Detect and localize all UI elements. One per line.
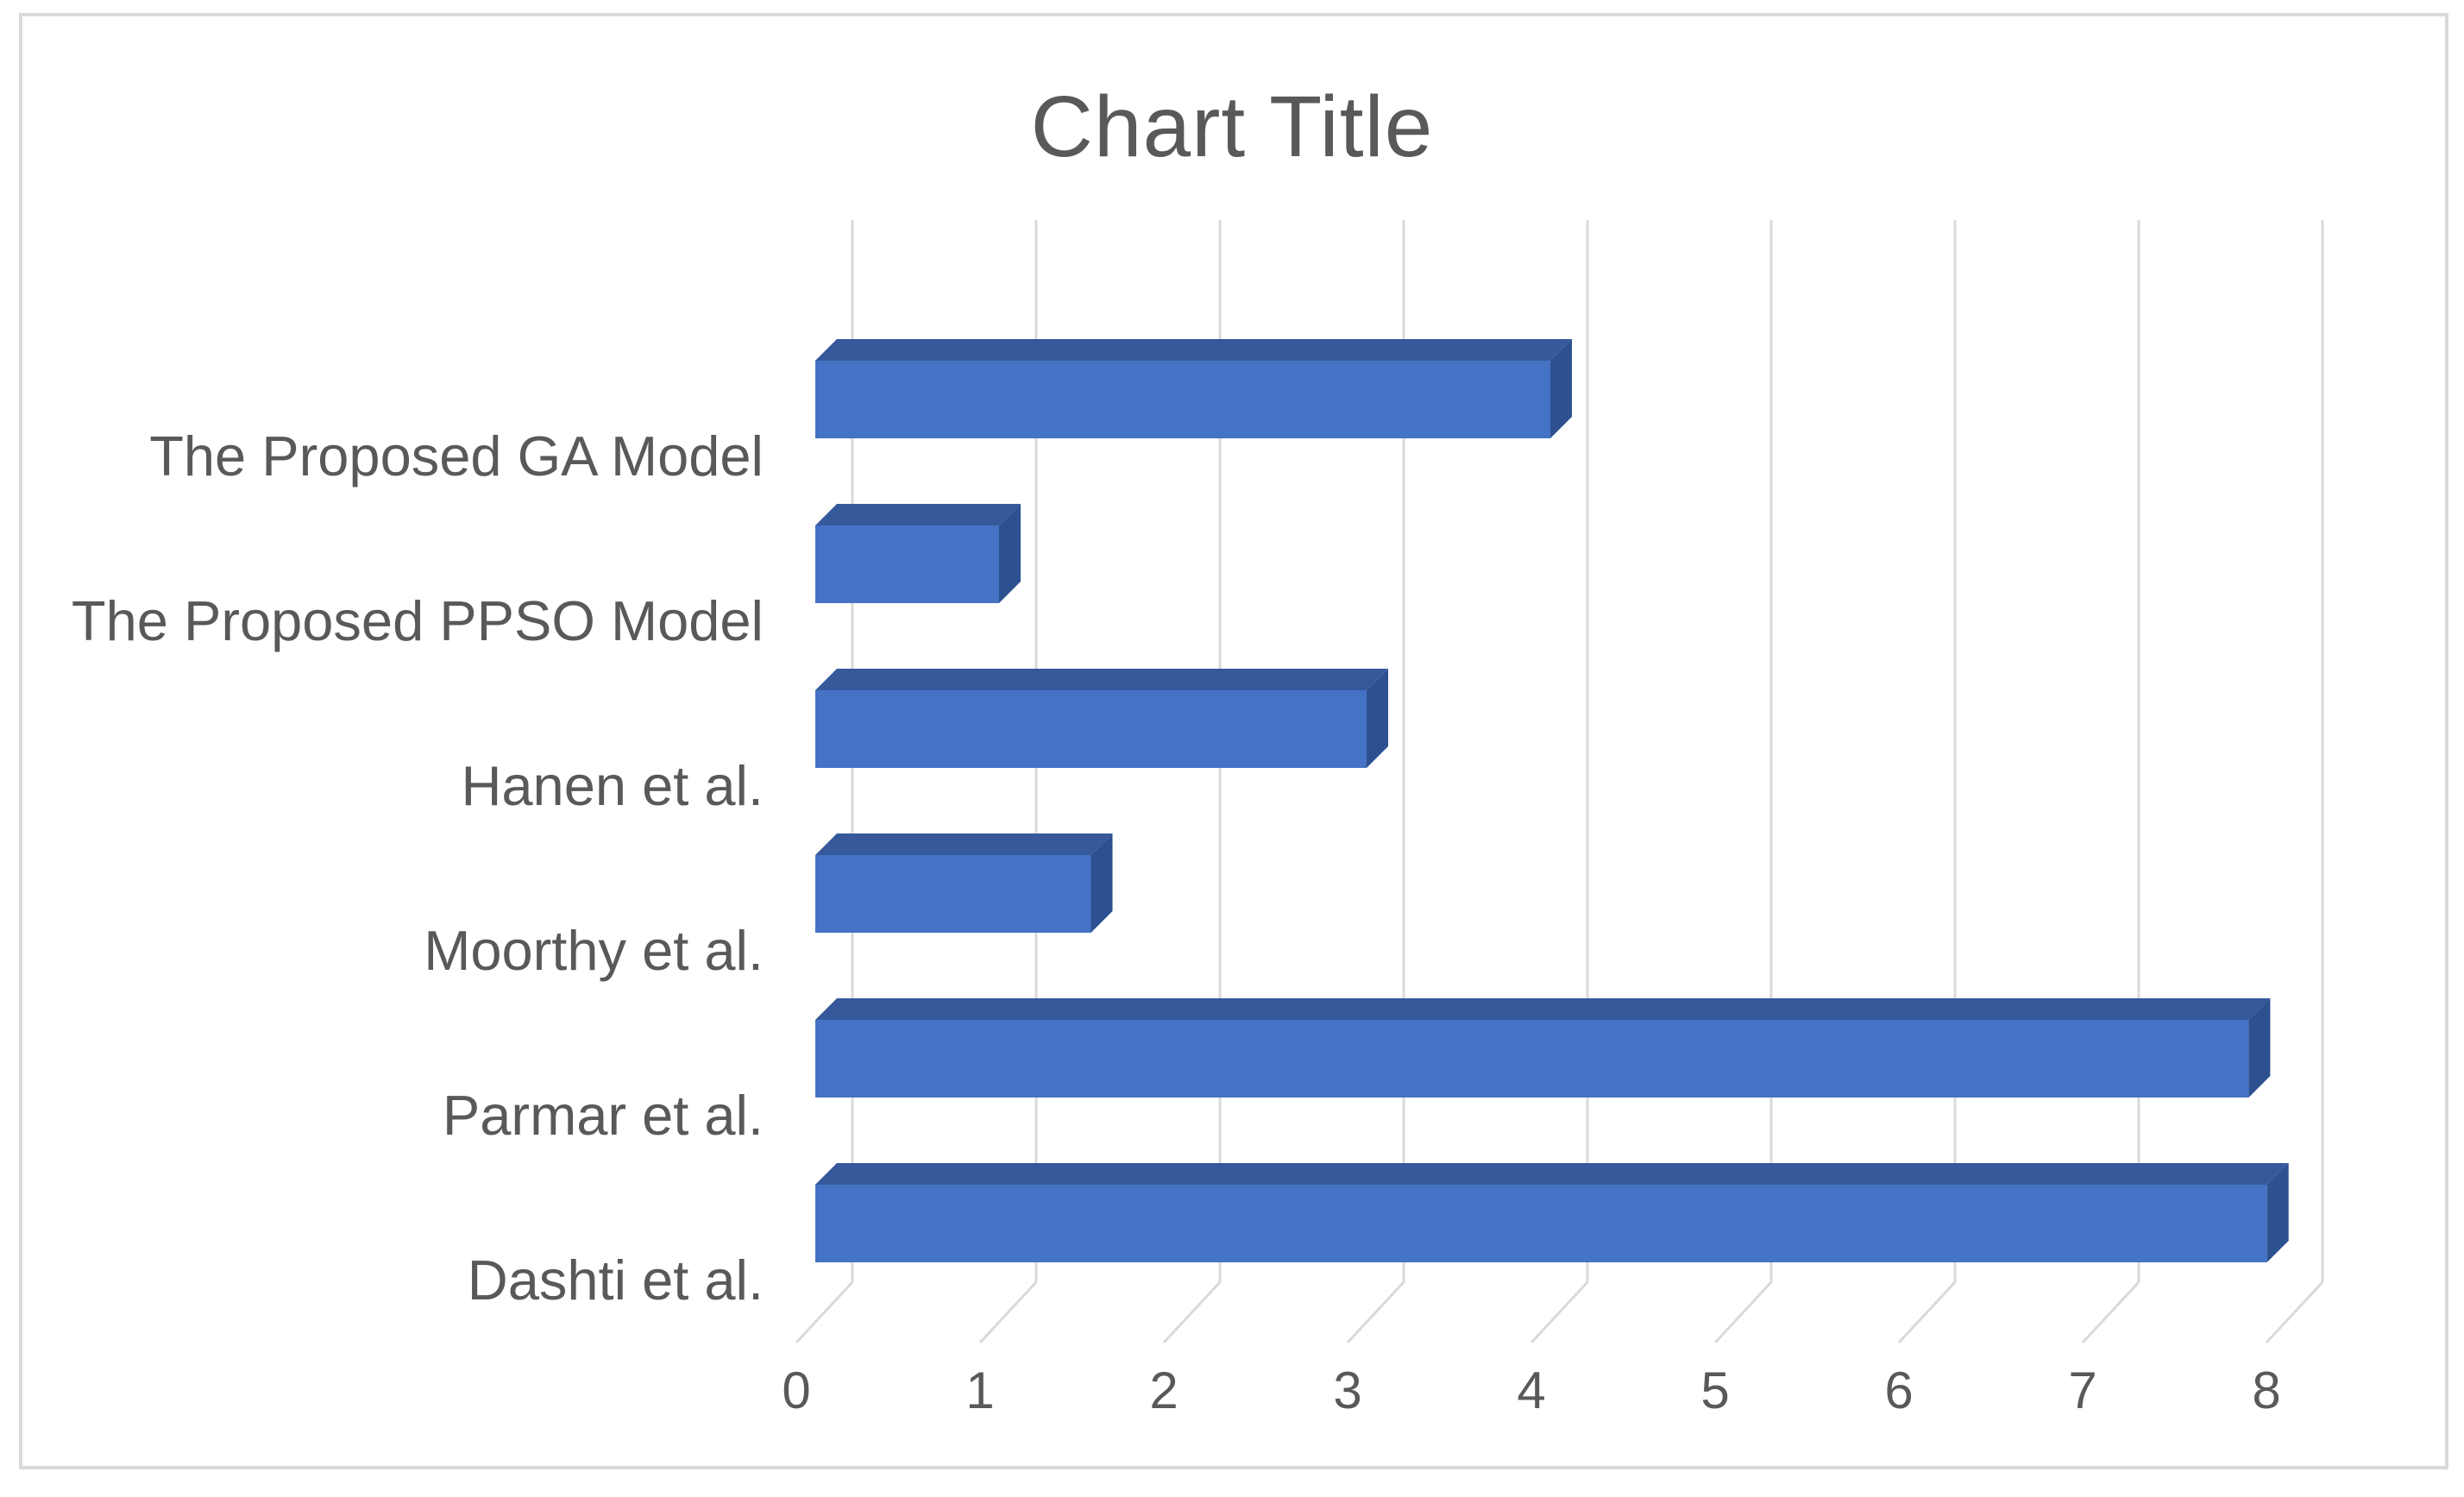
gridline-floor-stub (1162, 1280, 1222, 1344)
bar-side-face (1550, 339, 1572, 438)
category-label: Hanen et al. (461, 754, 764, 817)
bar-side-face (1367, 669, 1388, 768)
gridline-floor-stub (795, 1280, 854, 1344)
bar (815, 361, 1550, 438)
gridline-floor-stub (1530, 1280, 1589, 1344)
x-axis-tick-label: 7 (2068, 1362, 2096, 1419)
bar-top-face (815, 833, 1113, 855)
bar-side-face (2248, 998, 2271, 1098)
bar-side-face (1091, 833, 1113, 933)
category-label: The Proposed PPSO Model (72, 589, 764, 652)
bar (815, 525, 999, 603)
x-axis-tick-label: 0 (782, 1362, 810, 1419)
x-axis-tick-label: 3 (1333, 1362, 1361, 1419)
bar-top-face (815, 504, 1021, 525)
x-axis-tick-label: 2 (1149, 1362, 1178, 1419)
category-label: Moorthy et al. (424, 919, 764, 982)
category-label: Parmar et al. (443, 1084, 764, 1147)
x-axis-tick-label: 8 (2252, 1362, 2280, 1419)
category-label: The Proposed GA Model (149, 425, 764, 487)
bar (815, 1185, 2267, 1262)
bar (815, 1020, 2249, 1098)
bar-top-face (815, 339, 1572, 361)
gridline-floor-stub (2265, 1280, 2324, 1344)
bar (815, 690, 1367, 768)
x-axis-tick-label: 5 (1700, 1362, 1729, 1419)
x-axis-tick-label: 1 (965, 1362, 994, 1419)
gridline-floor-stub (1346, 1280, 1405, 1344)
gridline-floor-stub (1897, 1280, 1957, 1344)
bar-top-face (815, 669, 1388, 690)
bar-side-face (2266, 1163, 2289, 1262)
x-axis-tick-label: 6 (1884, 1362, 1913, 1419)
bar-top-face (815, 998, 2271, 1020)
x-axis-tick-label: 4 (1517, 1362, 1545, 1419)
category-label: Dashti et al. (468, 1249, 764, 1311)
bar (815, 855, 1091, 933)
gridline-floor-stub (1713, 1280, 1773, 1344)
gridline-floor-stub (978, 1280, 1038, 1344)
bar-side-face (999, 504, 1021, 603)
gridline-floor-stub (2081, 1280, 2140, 1344)
bar-top-face (815, 1163, 2289, 1185)
chart-title: Chart Title (1030, 79, 1434, 175)
